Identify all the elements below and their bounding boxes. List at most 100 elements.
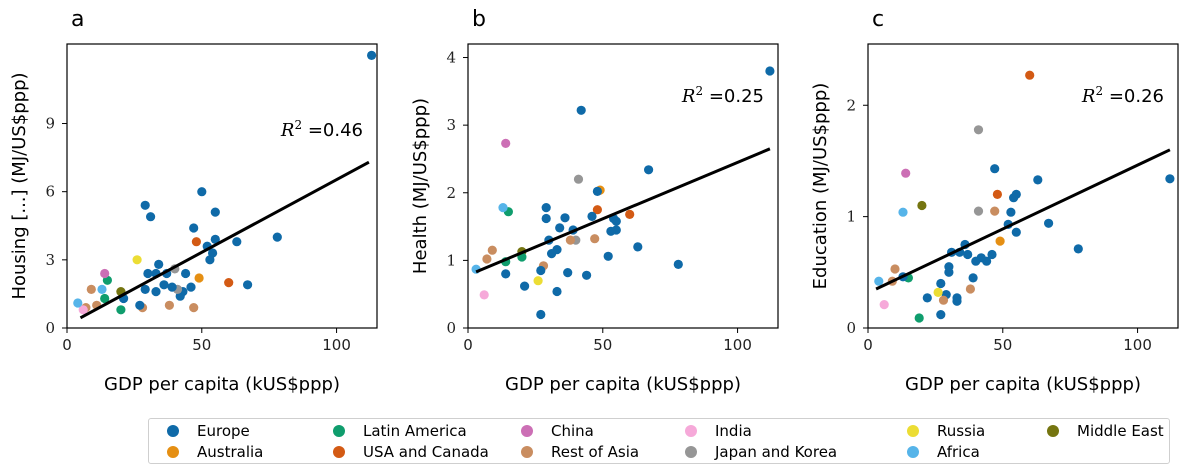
data-point	[167, 282, 177, 292]
data-point	[159, 280, 169, 290]
legend-item: India	[685, 421, 752, 441]
y-tick-label: 1	[846, 208, 856, 226]
r-squared-annotation: R2 =0.26	[1081, 84, 1164, 107]
data-point	[189, 223, 199, 233]
y-axis-label: Education (MJ/US$ppp)	[810, 83, 831, 290]
data-point	[963, 249, 973, 260]
data-point	[901, 168, 911, 178]
data-point	[573, 174, 584, 184]
panel-a: a 0 50 100 0 3 6 9 GDP per capita (kUS$ppp) Housi…	[9, 7, 378, 395]
x-axis-label: GDP per capita (kUS$ppp)	[505, 374, 741, 395]
regression-line	[475, 147, 771, 274]
x-tick-label: 100	[322, 336, 351, 354]
data-point	[603, 251, 613, 261]
y-tick-label: 4	[446, 49, 456, 67]
data-point	[995, 236, 1005, 246]
data-point	[1044, 218, 1054, 228]
regression-line	[79, 160, 370, 320]
data-point	[987, 249, 997, 260]
data-point	[990, 206, 1000, 216]
data-point	[1009, 193, 1019, 203]
x-axis-label: GDP per capita (kUS$ppp)	[905, 374, 1141, 395]
data-point	[879, 300, 889, 310]
data-point	[590, 234, 600, 244]
legend-label: India	[715, 422, 752, 440]
data-point	[606, 226, 616, 236]
data-point	[633, 242, 643, 252]
data-point	[224, 278, 234, 288]
data-point	[592, 186, 603, 196]
data-point	[582, 270, 592, 280]
data-point	[1011, 227, 1021, 237]
data-point	[914, 313, 924, 323]
x-tick-label: 50	[993, 336, 1012, 354]
data-point	[1165, 174, 1175, 184]
legend-marker	[1047, 425, 1059, 437]
data-point	[560, 213, 570, 223]
axes-frame	[467, 43, 779, 329]
data-point	[936, 310, 946, 320]
data-point	[938, 295, 949, 305]
y-tick-label: 2	[446, 184, 456, 202]
y-tick-label: 0	[446, 319, 456, 337]
x-axis-label: GDP per capita (kUS$ppp)	[104, 374, 340, 395]
legend-marker	[907, 425, 919, 437]
legend-marker	[907, 446, 919, 458]
legend-label: China	[551, 422, 594, 440]
y-tick-label: 3	[446, 116, 456, 134]
legend-label: Japan and Korea	[715, 443, 838, 461]
axes-frame	[867, 43, 1179, 329]
y-axis-label: Health (MJ/US$ppp)	[410, 98, 431, 274]
data-point	[1006, 207, 1016, 217]
data-point	[189, 303, 199, 313]
data-point	[210, 207, 220, 217]
data-point	[140, 200, 150, 210]
data-point	[973, 206, 984, 216]
legend-label: Australia	[197, 443, 264, 461]
legend-label: Africa	[937, 443, 980, 461]
data-point	[205, 255, 215, 265]
data-point	[890, 264, 900, 274]
legend-item: USA and Canada	[333, 442, 489, 462]
x-tick-label: 50	[593, 336, 612, 354]
legend-label: Middle East	[1077, 422, 1164, 440]
legend-item: Russia	[907, 421, 985, 441]
r-squared-annotation: R2 =0.46	[280, 118, 363, 141]
y-tick-label: 3	[45, 251, 55, 269]
data-point	[86, 284, 96, 294]
data-point	[898, 207, 908, 217]
data-point	[587, 211, 597, 221]
data-point	[100, 293, 110, 304]
data-point	[154, 259, 164, 269]
data-point	[73, 298, 83, 308]
data-point	[367, 50, 377, 61]
data-point	[100, 268, 110, 279]
data-point	[973, 125, 984, 135]
legend-marker	[333, 425, 345, 437]
data-point	[181, 268, 191, 279]
legend-item: Europe	[167, 421, 250, 441]
data-point	[576, 105, 586, 115]
data-point	[210, 234, 220, 244]
data-point	[97, 284, 107, 294]
data-point	[541, 213, 551, 224]
data-point	[197, 187, 207, 197]
data-point	[191, 237, 201, 247]
legend-label: USA and Canada	[363, 443, 489, 461]
data-point	[592, 205, 603, 215]
data-point	[552, 286, 562, 297]
data-point	[971, 256, 981, 266]
x-tick-label: 0	[863, 336, 873, 354]
data-point	[143, 268, 153, 279]
data-point	[78, 305, 88, 315]
legend: Europe Latin America China India Russia Middl…	[148, 418, 1170, 464]
data-point	[186, 282, 196, 292]
legend-label: Europe	[197, 422, 250, 440]
data-point	[1073, 244, 1083, 254]
data-point	[232, 237, 242, 247]
panel-label: b	[472, 7, 486, 32]
legend-item: China	[521, 421, 594, 441]
legend-marker	[521, 425, 533, 437]
data-point	[555, 223, 565, 233]
